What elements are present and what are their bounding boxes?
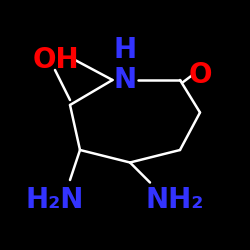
Text: O: O <box>188 61 212 89</box>
Text: H₂N: H₂N <box>25 186 84 214</box>
Text: OH: OH <box>32 46 79 74</box>
Text: NH₂: NH₂ <box>145 186 204 214</box>
Text: H: H <box>114 36 136 64</box>
Text: N: N <box>114 66 136 94</box>
